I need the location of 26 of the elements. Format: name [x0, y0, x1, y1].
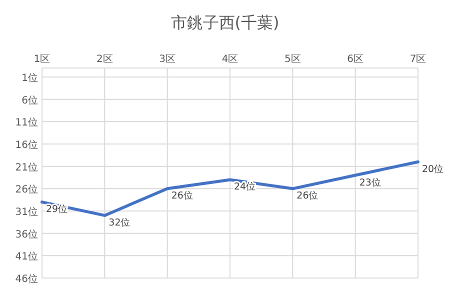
y-tick-label: 36位 — [15, 228, 38, 240]
y-tick-label: 41位 — [15, 250, 38, 263]
y-tick-label: 31位 — [15, 206, 38, 218]
y-tick-label: 6位 — [22, 94, 38, 106]
x-tick-label: 5区 — [284, 54, 301, 65]
data-label: 32位 — [108, 216, 131, 228]
data-label: 26位 — [296, 190, 319, 202]
y-tick-label: 26位 — [15, 184, 38, 196]
data-label: 29位 — [46, 203, 68, 216]
x-tick-label: 1区 — [34, 54, 50, 65]
line-series — [40, 160, 420, 217]
x-tick-label: 4区 — [222, 54, 238, 65]
y-tick-label: 16位 — [15, 139, 38, 151]
y-tick-label: 1位 — [22, 72, 38, 84]
chart-title: 市銚子西(千葉) — [170, 13, 280, 32]
data-label: 23位 — [359, 176, 382, 188]
x-tick-label: 3区 — [159, 54, 176, 65]
data-label: 26位 — [171, 190, 194, 202]
y-tick-label: 11位 — [15, 116, 38, 129]
x-tick-label: 6区 — [347, 54, 364, 65]
x-tick-label: 7区 — [410, 54, 426, 65]
y-tick-label: 46位 — [15, 273, 38, 285]
y-tick-label: 21位 — [15, 161, 38, 174]
data-label: 24位 — [234, 180, 256, 193]
x-tick-label: 2区 — [96, 54, 113, 65]
data-label: 20位 — [422, 162, 444, 175]
